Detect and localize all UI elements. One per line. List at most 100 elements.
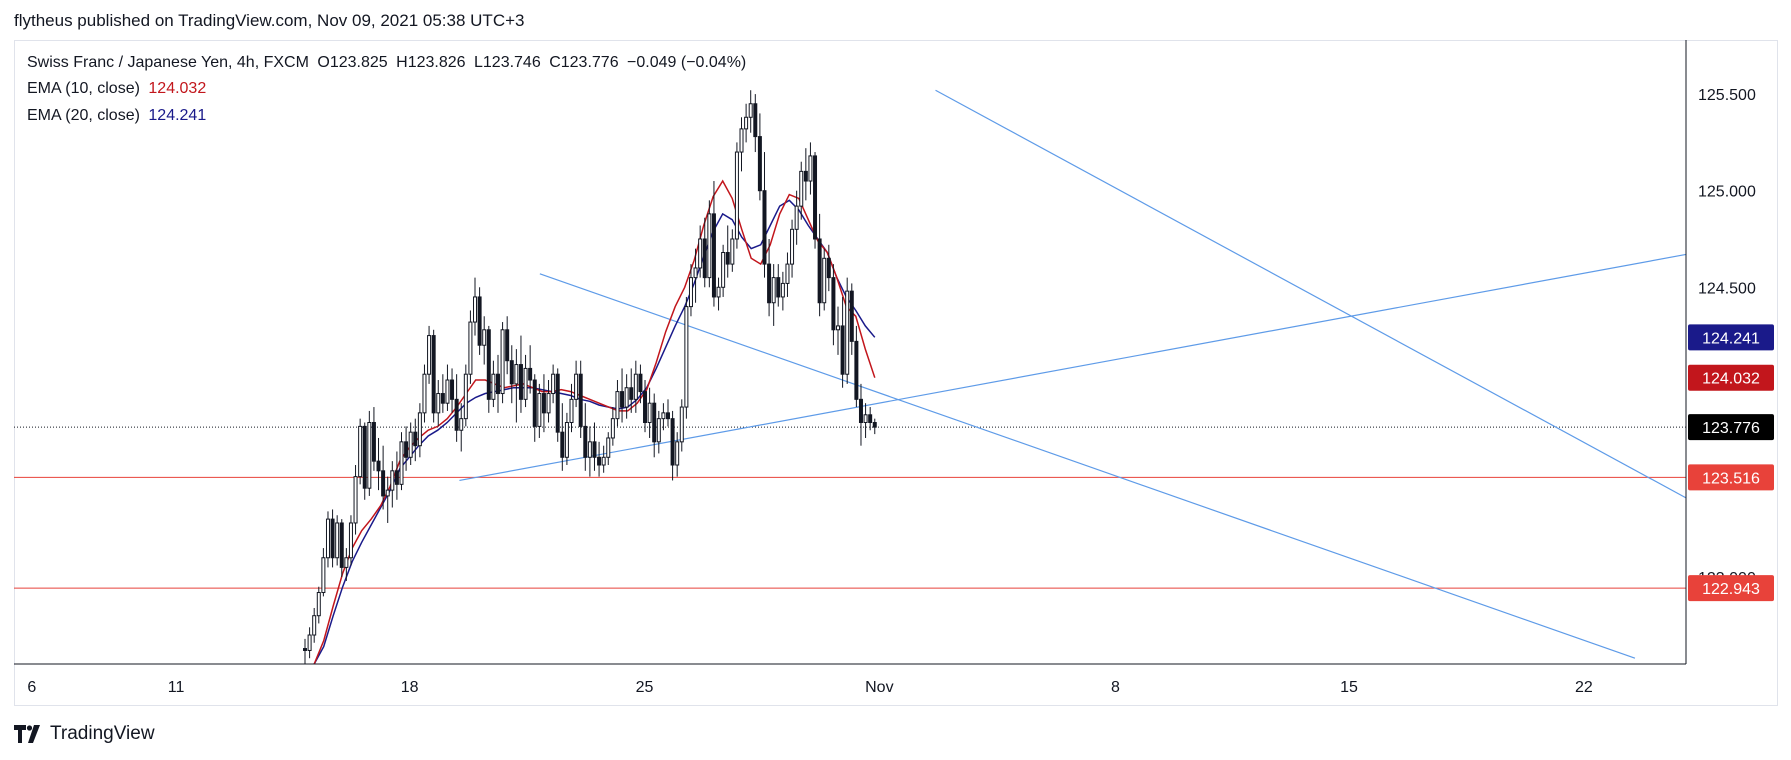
- candle-body-21: [399, 441, 404, 485]
- candle-body-50: [532, 379, 537, 427]
- candle-body-97: [748, 103, 753, 118]
- candle-body-19: [390, 470, 395, 491]
- candle-body-108: [799, 170, 804, 207]
- chart-frame: [14, 40, 1778, 706]
- candle-body-58: [569, 398, 574, 424]
- candle-body-80: [670, 418, 675, 466]
- candle-body-77: [656, 418, 661, 443]
- price-label-text-4: 122.943: [1702, 581, 1760, 598]
- candle-body-61: [583, 425, 588, 458]
- candle-body-86: [698, 238, 703, 269]
- candle-body-59: [574, 373, 579, 400]
- price-label-0: 124.241: [1688, 324, 1774, 351]
- candle-body-68: [615, 391, 620, 420]
- candle-body-34: [459, 418, 464, 431]
- price-label-4: 122.943: [1688, 575, 1774, 602]
- candle-body-2: [312, 615, 317, 636]
- candle-body-119: [849, 290, 854, 342]
- candle-body-122: [863, 414, 868, 424]
- candle-body-110: [808, 155, 813, 182]
- candle-body-37: [473, 296, 478, 323]
- candle-body-23: [408, 431, 413, 458]
- candle-body-109: [803, 170, 808, 182]
- x-tick-label-7: 22: [1575, 679, 1593, 696]
- candle-body-120: [854, 340, 859, 400]
- candle-body-82: [679, 406, 684, 443]
- chart-canvas[interactable]: 125.500125.000124.500123.0006111825Nov81…: [0, 0, 1791, 720]
- candle-body-65: [601, 456, 606, 466]
- candle-body-75: [647, 402, 652, 424]
- candle-body-69: [620, 391, 625, 408]
- candle-body-26: [422, 373, 427, 414]
- candle-body-67: [610, 418, 615, 439]
- candle-body-112: [817, 238, 822, 304]
- candle-body-38: [477, 296, 482, 346]
- candle-body-99: [757, 136, 762, 192]
- candle-body-44: [505, 329, 510, 362]
- candle-body-1: [307, 634, 312, 651]
- candle-body-111: [813, 155, 818, 240]
- candle-body-42: [495, 373, 500, 395]
- candle-body-106: [790, 228, 795, 265]
- candle-body-84: [688, 277, 693, 308]
- tradingview-logo-icon: [14, 725, 40, 743]
- candle-body-104: [780, 282, 785, 298]
- candle-body-89: [711, 213, 716, 298]
- candle-body-72: [633, 373, 638, 400]
- candle-body-25: [417, 412, 422, 447]
- x-tick-label-4: Nov: [865, 679, 893, 696]
- candle-body-100: [762, 190, 767, 265]
- candle-body-49: [528, 367, 533, 381]
- y-tick-label-2: 124.500: [1698, 280, 1756, 297]
- price-label-bg-1: [1688, 364, 1774, 391]
- candle-body-117: [840, 325, 845, 375]
- ohlc-legend: Swiss Franc / Japanese Yen, 4h, FXCM O12…: [27, 54, 750, 72]
- candle-body-66: [606, 437, 611, 458]
- legend-high-key: H: [396, 54, 408, 71]
- candle-body-124: [872, 422, 877, 428]
- candle-body-76: [652, 402, 657, 443]
- candle-body-10: [348, 522, 353, 559]
- candle-body-31: [445, 379, 450, 404]
- ema10-legend: EMA (10, close) 124.032: [27, 80, 210, 98]
- candle-body-0: [303, 648, 308, 651]
- tradingview-footer[interactable]: TradingView: [14, 723, 155, 745]
- candle-body-90: [716, 286, 721, 298]
- trendline-2: [935, 89, 1687, 499]
- x-tick-label-3: 25: [636, 679, 654, 696]
- candle-body-52: [541, 393, 546, 414]
- candle-body-33: [454, 398, 459, 431]
- candle-body-64: [597, 456, 602, 466]
- candle-body-5: [325, 518, 330, 559]
- candle-body-29: [436, 393, 441, 414]
- legend-open: 123.825: [329, 54, 388, 71]
- price-label-text-3: 123.516: [1702, 470, 1760, 487]
- candle-body-74: [643, 391, 648, 424]
- candle-body-14: [367, 422, 372, 489]
- legend-high: 123.826: [407, 54, 466, 71]
- candle-body-20: [394, 470, 399, 485]
- price-label-text-1: 124.032: [1702, 371, 1760, 388]
- candle-body-6: [330, 518, 335, 559]
- candle-body-48: [523, 367, 528, 400]
- candle-body-54: [551, 373, 556, 395]
- candle-body-56: [560, 431, 565, 458]
- candle-body-46: [514, 364, 519, 385]
- ema20-legend: EMA (20, close) 124.241: [27, 107, 210, 125]
- price-label-bg-0: [1688, 324, 1774, 351]
- candle-body-116: [836, 325, 841, 331]
- candle-body-13: [362, 425, 367, 489]
- candle-body-93: [730, 238, 735, 265]
- candle-body-28: [431, 335, 436, 414]
- ema20-label: EMA (20, close): [27, 107, 140, 124]
- price-label-bg-2: [1688, 414, 1774, 441]
- candle-body-43: [500, 329, 505, 395]
- price-label-text-0: 124.241: [1702, 330, 1760, 347]
- candle-body-118: [845, 290, 850, 375]
- ema20-value: 124.241: [148, 107, 207, 124]
- candle-body-11: [353, 476, 358, 524]
- price-label-2: 123.776: [1688, 414, 1774, 441]
- candle-body-81: [675, 441, 680, 466]
- candle-body-55: [555, 373, 560, 433]
- candle-body-62: [587, 441, 592, 458]
